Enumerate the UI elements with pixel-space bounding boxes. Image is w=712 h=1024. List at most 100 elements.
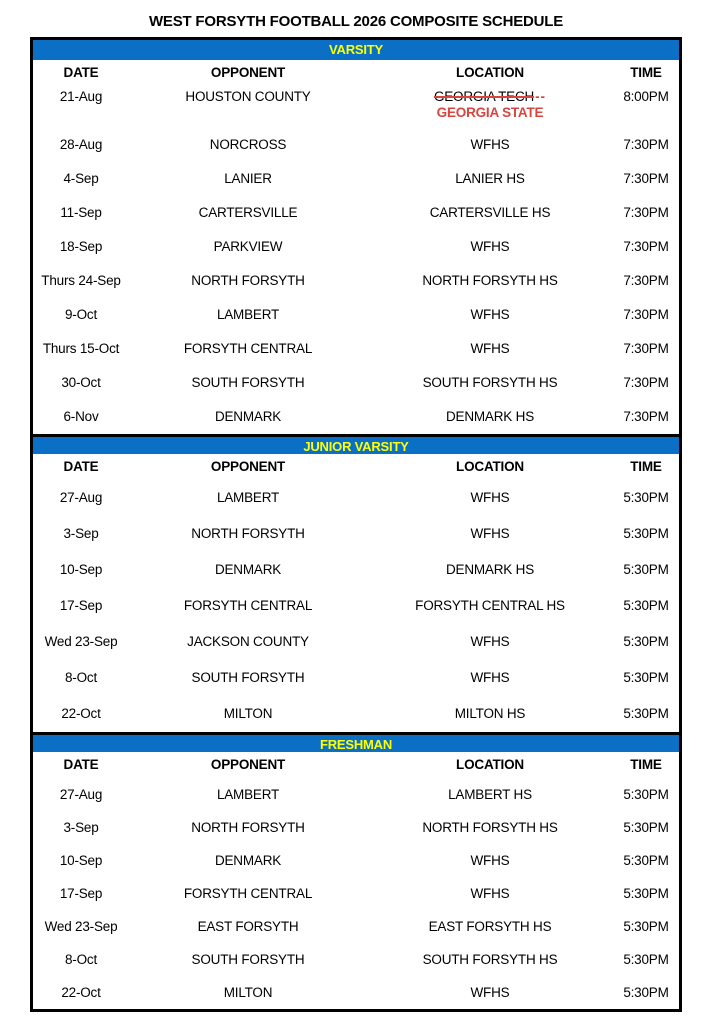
- opponent-cell: EAST FORSYTH: [197, 918, 299, 934]
- opponent-cell: FORSYTH CENTRAL: [183, 341, 313, 356]
- location-cell: NORTH FORSYTH HS: [422, 819, 558, 835]
- schedule-row: 28-Aug NORCROSS WFHS 7:30PM: [33, 128, 679, 162]
- location-cell: WFHS: [470, 341, 510, 356]
- opponent-cell: PARKVIEW: [213, 239, 283, 254]
- time-cell: 5:30PM: [623, 885, 669, 901]
- date-cell: 10-Sep: [59, 852, 103, 868]
- location-cell: WFHS: [470, 670, 510, 685]
- location-cell: LANIER HS: [455, 171, 525, 186]
- time-cell: 5:30PM: [623, 634, 669, 649]
- location-cell: WFHS: [470, 885, 510, 901]
- schedule-row: 22-Oct MILTON WFHS 5:30PM: [33, 976, 679, 1009]
- time-cell: 7:30PM: [623, 171, 669, 186]
- date-cell: 9-Oct: [64, 307, 97, 322]
- date-cell: 22-Oct: [61, 984, 101, 1000]
- schedule-row: 18-Sep PARKVIEW WFHS 7:30PM: [33, 230, 679, 264]
- time-cell: 7:30PM: [623, 375, 669, 390]
- column-header-time: TIME: [630, 757, 662, 772]
- header-row: DATE OPPONENT LOCATION TIME: [33, 752, 679, 778]
- time-cell: 5:30PM: [623, 786, 669, 802]
- location-cell: WFHS: [470, 490, 510, 505]
- header-row: DATE OPPONENT LOCATION TIME: [33, 454, 679, 480]
- schedule-row: 8-Oct SOUTH FORSYTH SOUTH FORSYTH HS 5:3…: [33, 943, 679, 976]
- date-cell: 28-Aug: [59, 137, 103, 152]
- date-cell: 17-Sep: [59, 885, 103, 901]
- schedule-row: 10-Sep DENMARK DENMARK HS 5:30PM: [33, 552, 679, 588]
- date-cell: 27-Aug: [59, 786, 103, 802]
- opponent-cell: HOUSTON COUNTY: [185, 89, 311, 104]
- schedule-row: 27-Aug LAMBERT WFHS 5:30PM: [33, 480, 679, 516]
- location-cell: GEORGIA TECH-- GEORGIA STATE: [367, 89, 613, 121]
- location-cell: WFHS: [470, 984, 510, 1000]
- location-cell: WFHS: [470, 307, 510, 322]
- date-cell: Wed 23-Sep: [44, 634, 118, 649]
- location-cell: WFHS: [470, 526, 510, 541]
- strikethrough-dashes: --: [535, 89, 547, 104]
- schedule-row: 6-Nov DENMARK DENMARK HS 7:30PM: [33, 400, 679, 434]
- opponent-cell: NORCROSS: [209, 137, 287, 152]
- opponent-cell: DENMARK: [214, 852, 282, 868]
- column-header-date: DATE: [63, 757, 99, 772]
- schedule-row: 3-Sep NORTH FORSYTH NORTH FORSYTH HS 5:3…: [33, 811, 679, 844]
- schedule-row: 27-Aug LAMBERT LAMBERT HS 5:30PM: [33, 778, 679, 811]
- opponent-cell: FORSYTH CENTRAL: [183, 885, 313, 901]
- opponent-cell: CARTERSVILLE: [198, 205, 298, 220]
- opponent-cell: SOUTH FORSYTH: [191, 375, 305, 390]
- schedule-row: Wed 23-Sep EAST FORSYTH EAST FORSYTH HS …: [33, 910, 679, 943]
- column-header-opponent: OPPONENT: [210, 459, 286, 474]
- location-cell: WFHS: [470, 634, 510, 649]
- time-cell: 5:30PM: [623, 984, 669, 1000]
- date-cell: 10-Sep: [59, 562, 103, 577]
- header-row: DATE OPPONENT LOCATION TIME: [33, 60, 679, 86]
- location-cell: SOUTH FORSYTH HS: [422, 951, 558, 967]
- time-cell: 5:30PM: [623, 490, 669, 505]
- date-cell: 8-Oct: [64, 670, 97, 685]
- section-title: FRESHMAN: [319, 737, 393, 752]
- time-cell: 5:30PM: [623, 918, 669, 934]
- time-cell: 5:30PM: [623, 562, 669, 577]
- schedule-row: 10-Sep DENMARK WFHS 5:30PM: [33, 844, 679, 877]
- date-cell: 18-Sep: [59, 239, 103, 254]
- location-cell: LAMBERT HS: [448, 786, 532, 802]
- schedule-section: VARSITY DATE OPPONENT LOCATION TIME 21-A…: [33, 40, 679, 434]
- time-cell: 5:30PM: [623, 951, 669, 967]
- section-band: VARSITY: [33, 40, 679, 60]
- opponent-cell: LANIER: [224, 171, 272, 186]
- date-cell: 11-Sep: [60, 205, 102, 220]
- opponent-cell: LAMBERT: [216, 490, 280, 505]
- column-header-date: DATE: [63, 65, 99, 80]
- time-cell: 5:30PM: [623, 706, 669, 721]
- location-correction: GEORGIA STATE: [436, 105, 544, 120]
- time-cell: 7:30PM: [623, 239, 669, 254]
- schedule-row: 22-Oct MILTON MILTON HS 5:30PM: [33, 696, 679, 732]
- section-title: VARSITY: [329, 42, 383, 57]
- schedule-row: 17-Sep FORSYTH CENTRAL FORSYTH CENTRAL H…: [33, 588, 679, 624]
- location-cell: EAST FORSYTH HS: [428, 918, 552, 934]
- schedule-section: FRESHMAN DATE OPPONENT LOCATION TIME 27-…: [33, 732, 679, 1009]
- schedule-row: 8-Oct SOUTH FORSYTH WFHS 5:30PM: [33, 660, 679, 696]
- date-cell: 3-Sep: [63, 819, 99, 835]
- schedule-row: 21-Aug HOUSTON COUNTY GEORGIA TECH-- GEOR…: [33, 86, 679, 128]
- column-header-location: LOCATION: [456, 65, 524, 80]
- schedule-row: Thurs 15-Oct FORSYTH CENTRAL WFHS 7:30PM: [33, 332, 679, 366]
- time-cell: 5:30PM: [623, 670, 669, 685]
- time-cell: 7:30PM: [623, 137, 669, 152]
- location-strikethrough: GEORGIA TECH: [433, 89, 535, 104]
- time-cell: 5:30PM: [623, 852, 669, 868]
- date-cell: 21-Aug: [59, 89, 103, 104]
- column-header-time: TIME: [630, 459, 662, 474]
- opponent-cell: MILTON: [223, 984, 273, 1000]
- schedule-row: Wed 23-Sep JACKSON COUNTY WFHS 5:30PM: [33, 624, 679, 660]
- opponent-cell: DENMARK: [214, 409, 282, 424]
- section-band: FRESHMAN: [33, 732, 679, 752]
- page-title: WEST FORSYTH FOOTBALL 2026 COMPOSITE SCH…: [148, 13, 564, 30]
- date-cell: 6-Nov: [63, 409, 99, 424]
- section-band: JUNIOR VARSITY: [33, 434, 679, 454]
- opponent-cell: JACKSON COUNTY: [187, 634, 309, 649]
- date-cell: 4-Sep: [63, 171, 99, 186]
- date-cell: Wed 23-Sep: [44, 918, 118, 934]
- section-title: JUNIOR VARSITY: [303, 439, 409, 454]
- time-cell: 7:30PM: [623, 273, 669, 288]
- location-cell: DENMARK HS: [445, 409, 534, 424]
